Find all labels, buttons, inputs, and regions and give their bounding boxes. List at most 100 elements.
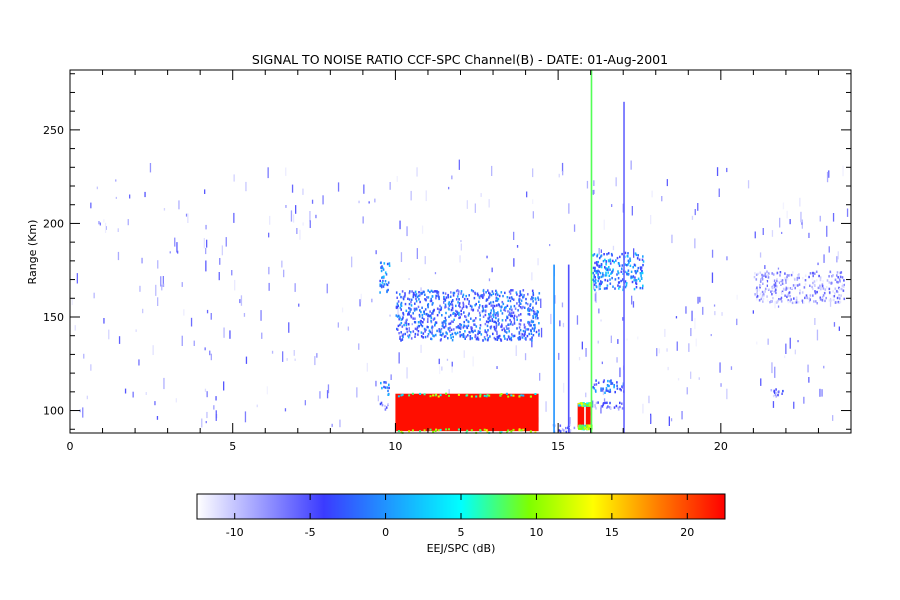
echo-cell	[477, 294, 479, 297]
echo-cell	[416, 326, 419, 329]
echo-cell	[379, 402, 382, 406]
echo-cell	[635, 279, 638, 282]
echo-cell	[843, 283, 845, 286]
noise-return	[326, 283, 328, 294]
echo-region	[567, 264, 570, 433]
echo-cell	[822, 280, 824, 283]
x-tick-label: 5	[229, 440, 236, 453]
echo-cell	[488, 313, 490, 316]
echo-cell	[479, 318, 481, 321]
noise-return	[666, 179, 668, 187]
echo-cell	[791, 286, 793, 290]
echo-cell	[532, 315, 534, 318]
echo-cell	[513, 314, 516, 317]
echo-cell	[596, 270, 598, 273]
noise-return	[648, 395, 650, 404]
echo-cell	[414, 290, 417, 293]
echo-cell	[796, 278, 799, 281]
echo-cell	[467, 334, 469, 337]
echo-cell	[442, 326, 445, 329]
noise-return	[459, 255, 461, 263]
colorbar-label: EEJ/SPC (dB)	[427, 542, 496, 555]
echo-cell	[534, 316, 537, 319]
noise-return	[710, 334, 712, 337]
echo-cell	[618, 287, 620, 290]
echo-cell	[455, 314, 457, 317]
echo-cell	[517, 309, 519, 312]
echo-cell	[609, 380, 611, 383]
echo-cell	[603, 253, 605, 256]
noise-return	[846, 208, 849, 217]
echo-cell	[604, 278, 606, 282]
echo-cell	[435, 428, 438, 431]
echo-cell	[496, 336, 499, 339]
noise-return	[356, 387, 358, 398]
echo-cell	[401, 393, 404, 396]
echo-cell	[602, 402, 605, 405]
echo-cell	[456, 289, 459, 292]
echo-region	[380, 381, 390, 396]
noise-return	[79, 409, 81, 413]
echo-cell	[639, 286, 642, 290]
echo-cell	[468, 294, 470, 297]
echo-cell	[424, 330, 426, 333]
noise-return	[576, 315, 579, 325]
echo-cell	[399, 293, 401, 296]
echo-cell	[470, 395, 473, 398]
noise-return	[181, 282, 183, 287]
echo-cell	[528, 309, 531, 312]
echo-cell	[421, 292, 424, 295]
echo-cell	[586, 424, 589, 427]
echo-cell	[473, 323, 475, 326]
echo-cell	[425, 313, 428, 316]
echo-cell	[520, 299, 523, 302]
echo-cell	[455, 304, 457, 308]
echo-cell	[441, 321, 444, 324]
echo-cell	[444, 320, 446, 323]
echo-cell	[628, 261, 630, 264]
echo-cell	[630, 275, 632, 278]
noise-return	[726, 388, 728, 400]
echo-cell	[629, 259, 632, 262]
x-tick-label: 20	[714, 440, 728, 453]
echo-cell	[580, 425, 583, 428]
echo-cell	[795, 301, 798, 304]
echo-cell	[385, 283, 388, 286]
echo-cell	[522, 394, 525, 397]
echo-cell	[456, 310, 458, 313]
noise-return	[767, 338, 769, 345]
echo-cell	[529, 324, 531, 327]
echo-cell	[439, 394, 442, 397]
echo-cell	[508, 290, 511, 293]
echo-cell	[508, 296, 511, 300]
echo-cell	[404, 302, 407, 306]
echo-cell	[414, 302, 416, 305]
echo-cell	[436, 314, 439, 317]
noise-return	[752, 310, 754, 314]
echo-cell	[448, 329, 451, 333]
echo-cell	[409, 331, 412, 334]
echo-cell	[788, 274, 790, 277]
noise-return	[210, 353, 212, 361]
echo-cell	[493, 309, 495, 312]
echo-cell	[432, 302, 434, 305]
echo-cell	[430, 319, 432, 323]
echo-cell	[479, 314, 481, 317]
echo-cell	[613, 406, 616, 409]
echo-cell	[430, 289, 433, 293]
echo-cell	[610, 379, 612, 382]
noise-return	[298, 303, 300, 307]
noise-return	[785, 343, 787, 354]
echo-cell	[463, 320, 465, 324]
echo-cell	[492, 307, 494, 310]
echo-cell	[509, 318, 511, 322]
echo-cell	[454, 314, 456, 318]
echo-cell	[774, 284, 777, 287]
noise-return	[666, 348, 668, 352]
x-tick-label: 0	[67, 440, 74, 453]
echo-cell	[516, 302, 518, 305]
echo-cell	[418, 291, 420, 294]
echo-cell	[836, 286, 838, 289]
echo-cell	[537, 296, 539, 299]
